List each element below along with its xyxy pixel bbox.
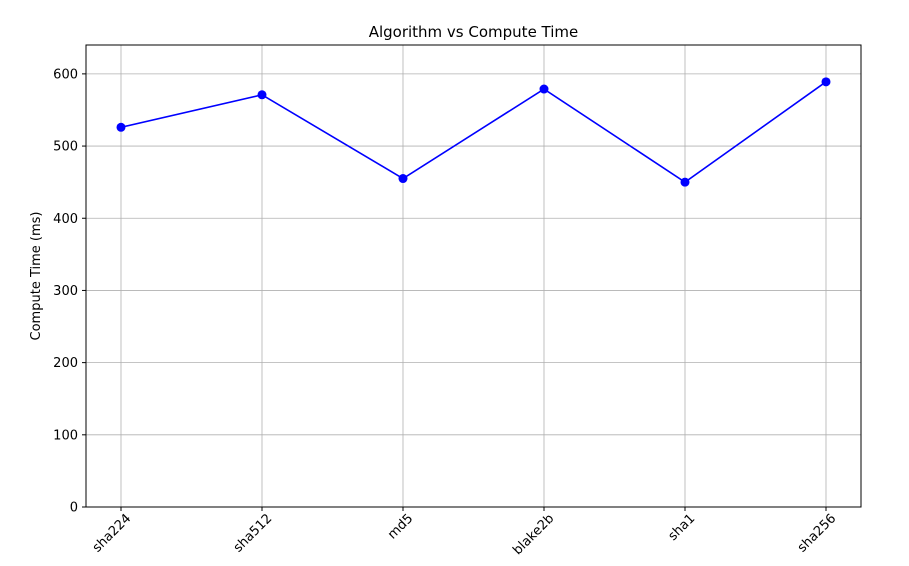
y-axis-label: Compute Time (ms): [29, 212, 44, 341]
series-line: [120, 81, 827, 184]
x-tick-label: sha512: [231, 511, 275, 555]
y-tick-label: 200: [53, 356, 78, 371]
data-point: [116, 122, 126, 132]
y-tick-label: 600: [53, 67, 78, 82]
data-point: [539, 84, 549, 94]
data-point: [680, 177, 690, 187]
y-tick-label: 0: [70, 501, 78, 516]
plot-frame: [85, 44, 862, 508]
x-tick-label: blake2b: [510, 511, 557, 558]
chart-title: Algorithm vs Compute Time: [369, 23, 579, 41]
series-layer: [116, 77, 831, 187]
x-tick-label: md5: [385, 511, 416, 542]
data-point: [257, 90, 267, 100]
y-tick-label: 100: [53, 428, 78, 443]
y-tick-label: 300: [53, 284, 78, 299]
data-point: [398, 174, 408, 184]
x-tick-label: sha256: [795, 511, 839, 555]
x-tick-label: sha224: [90, 511, 134, 555]
grid-lines: [86, 45, 861, 508]
y-tick-label: 500: [53, 140, 78, 155]
x-tick-label: sha1: [666, 511, 699, 544]
data-point: [821, 77, 831, 87]
tick-layer: 0 100 200 300 400 500 600 sha224 sha512 md5 blake2…: [53, 67, 839, 558]
y-tick-label: 400: [53, 212, 78, 227]
